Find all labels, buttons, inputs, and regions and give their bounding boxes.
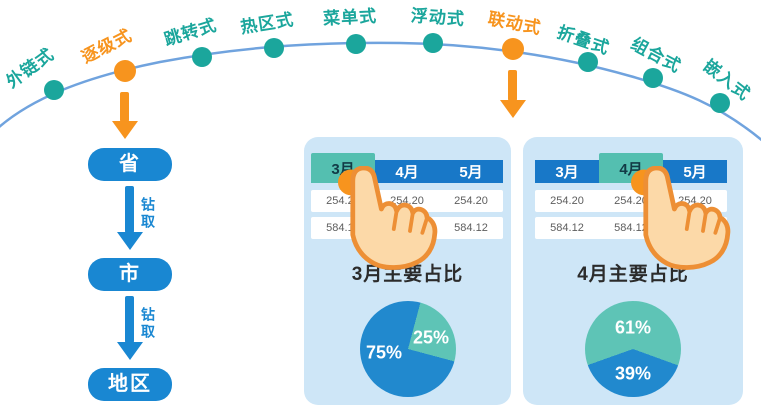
drill-edge-label: 钻取 [140,307,156,341]
table-cell: 254.20 [614,195,648,207]
panel-title: 4月主要占比 [577,264,689,285]
table-cell: 584.12 [550,222,584,234]
table-cell: 254.20 [390,195,424,207]
arc-item-dot [578,52,598,72]
pie-chart: 61% 39% [585,301,681,397]
hand-cursor-icon [631,166,731,270]
down-arrow-icon [500,100,526,118]
arc-item-dot [710,93,730,113]
pie-chart: 75% 25% [360,301,456,397]
table-cell: 254.20 [454,195,488,207]
pie-slice-label: 61% [614,317,652,338]
arc-curve [0,41,761,142]
arc-item-dot [346,34,366,54]
down-arrow-icon [120,92,129,122]
linkage-panel-april: 3月 4月 5月 254.20 254.20 254.20 584.12 584… [523,137,743,405]
flow-node-city: 市 [88,258,172,291]
month-tab-april[interactable]: 4月 [375,160,439,183]
month-tab-may[interactable]: 5月 [439,160,503,183]
arc-item-dot [264,38,284,58]
panel-title: 3月主要占比 [351,264,464,285]
hand-cursor-icon [338,166,438,270]
down-arrow-icon [112,121,138,139]
linkage-panel-march: 3月 4月 5月 254.20 254.20 254.20 584.12 584… [304,137,511,405]
down-arrow-icon [508,70,517,101]
table-cell: 584.12 [454,222,488,234]
flow-node-district: 地区 [88,368,172,401]
table-cell: 254.20 [550,195,584,207]
flow-node-province: 省 [88,148,172,181]
month-tab-march[interactable]: 3月 [535,160,599,183]
table-cell: 584.12 [614,222,648,234]
down-arrow-icon [125,186,134,233]
arc-item-dot [423,33,443,53]
arc-item-label: 菜单式 [322,6,378,29]
down-arrow-icon [117,232,143,250]
down-arrow-icon [117,342,143,360]
drill-edge-label: 钻取 [140,197,156,231]
arc-item-dot-active [502,38,524,60]
arc-item-dot [643,68,663,88]
arc-item-dot [44,80,64,100]
pie-slice-label: 39% [614,363,652,384]
pie-slice-label: 75% [365,342,403,363]
arc-item-dot [192,47,212,67]
pie-slice-label: 25% [412,327,450,348]
month-tab-may[interactable]: 5月 [663,160,727,183]
down-arrow-icon [125,296,134,343]
arc-item-dot-active [114,60,136,82]
